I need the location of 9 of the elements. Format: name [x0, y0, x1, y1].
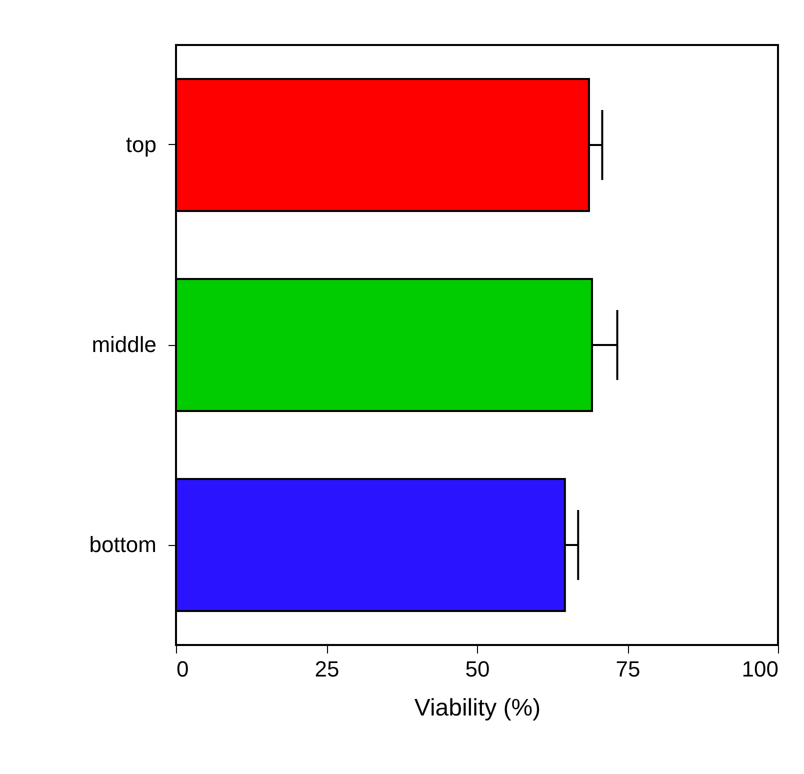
y-tick-label: bottom [89, 532, 156, 557]
x-axis-title: Viability (%) [414, 694, 541, 722]
y-tick-label: middle [92, 332, 156, 357]
y-tick-label: top [126, 132, 156, 157]
x-tick-label: 50 [465, 656, 490, 682]
x-tick-label: 25 [314, 656, 340, 682]
x-tick-label: 100 [742, 656, 778, 682]
x-tick-label: 0 [176, 656, 189, 682]
x-tick-label: 75 [616, 656, 640, 682]
